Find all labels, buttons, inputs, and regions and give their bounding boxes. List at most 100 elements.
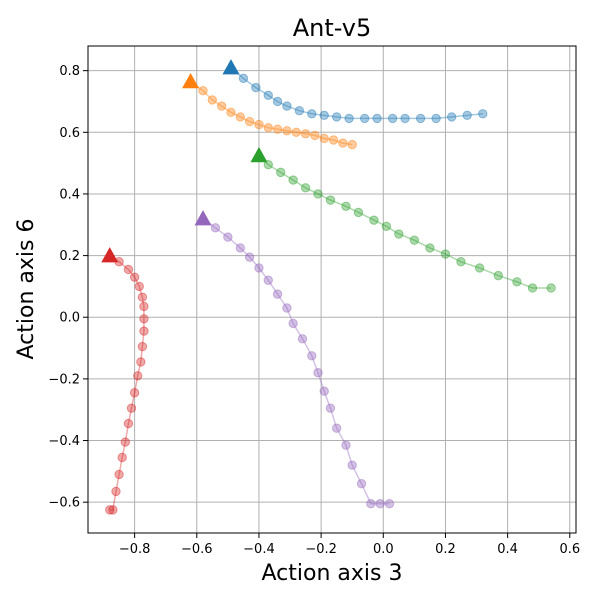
data-point [300, 183, 311, 193]
data-point [325, 403, 336, 413]
data-point [111, 486, 121, 497]
data-point [235, 243, 246, 253]
data-point [331, 112, 342, 122]
data-point [282, 126, 292, 136]
data-point [425, 243, 435, 253]
data-point [272, 289, 283, 299]
data-point [415, 113, 426, 124]
data-point [319, 110, 329, 121]
x-tick-label: 0.0 [373, 542, 394, 557]
start-marker [194, 210, 212, 226]
data-point [263, 122, 273, 133]
y-tick-label: −0.6 [48, 496, 80, 511]
start-marker [182, 72, 200, 89]
data-point [546, 283, 556, 293]
y-tick-label: −0.4 [48, 434, 80, 449]
x-tick-label: 0.6 [559, 542, 580, 557]
data-point [381, 221, 392, 232]
data-point [263, 275, 273, 285]
series-3 [250, 146, 556, 293]
data-point [300, 129, 311, 139]
data-point [347, 139, 357, 150]
series-2 [182, 72, 357, 150]
data-point [310, 130, 320, 141]
x-axis-label: Action axis 3 [262, 561, 403, 586]
data-point [478, 109, 488, 119]
data-point [294, 106, 305, 116]
y-tick-label: 0.8 [59, 64, 80, 79]
data-point [307, 351, 317, 361]
data-point [251, 82, 261, 93]
data-point [440, 249, 451, 259]
series-5 [194, 210, 395, 509]
data-point [276, 167, 286, 178]
series-line [109, 254, 145, 511]
data-point [394, 229, 404, 239]
y-tick-label: −0.2 [48, 372, 80, 387]
data-point [139, 314, 149, 324]
axes: −0.8 −0.6 −0.4 −0.2 0.0 0.2 0.4 0.6 −0.6 −0.4 −0.2… [48, 64, 580, 557]
series-line [258, 154, 552, 289]
data-point [387, 113, 398, 124]
data-point [307, 109, 317, 119]
data-point [474, 263, 485, 273]
data-point [347, 460, 357, 470]
grid [88, 46, 576, 533]
data-point [325, 195, 336, 205]
data-point [223, 232, 233, 242]
data-point [139, 326, 149, 336]
data-point [344, 113, 354, 124]
data-point [282, 101, 292, 111]
data-point [328, 135, 339, 145]
data-point [244, 252, 255, 262]
data-point [207, 95, 218, 105]
series-line [190, 80, 353, 146]
data-point [105, 505, 115, 515]
data-point [369, 215, 379, 225]
start-marker [101, 247, 119, 263]
data-point [375, 499, 385, 509]
start-marker [250, 146, 268, 163]
data-point [133, 371, 143, 381]
data-point [254, 263, 264, 273]
data-point [456, 257, 466, 267]
x-tick-label: −0.8 [119, 542, 151, 557]
y-axis-label: Action axis 6 [14, 219, 39, 360]
data-point [319, 133, 329, 144]
data-point [366, 499, 376, 509]
series-1 [222, 59, 488, 124]
data-point [134, 281, 144, 292]
data-point [123, 264, 134, 275]
y-tick-label: 0.0 [59, 311, 80, 326]
data-point [216, 101, 227, 111]
series-line [230, 67, 483, 120]
data-point [313, 368, 323, 378]
data-point [356, 478, 367, 489]
data-point [372, 113, 382, 124]
data-point [313, 189, 323, 199]
y-tick-label: 0.6 [59, 126, 80, 141]
plot-area [101, 59, 556, 515]
data-point [139, 301, 149, 312]
y-tick-label: 0.2 [59, 249, 80, 264]
data-point [359, 113, 370, 124]
data-point [126, 403, 137, 413]
data-point [431, 113, 441, 124]
data-point [282, 303, 292, 313]
data-point [493, 270, 503, 281]
data-point [254, 119, 264, 130]
data-point [263, 90, 273, 101]
data-point [291, 127, 301, 138]
start-marker [222, 59, 240, 75]
data-point [137, 292, 148, 302]
data-point [117, 452, 127, 463]
y-tick-label: 0.4 [59, 187, 80, 202]
data-point [263, 159, 273, 170]
data-point [409, 235, 420, 245]
series-line [202, 218, 390, 505]
data-point [319, 386, 329, 396]
data-point [244, 116, 255, 127]
data-point [108, 505, 118, 515]
data-point [384, 499, 395, 509]
